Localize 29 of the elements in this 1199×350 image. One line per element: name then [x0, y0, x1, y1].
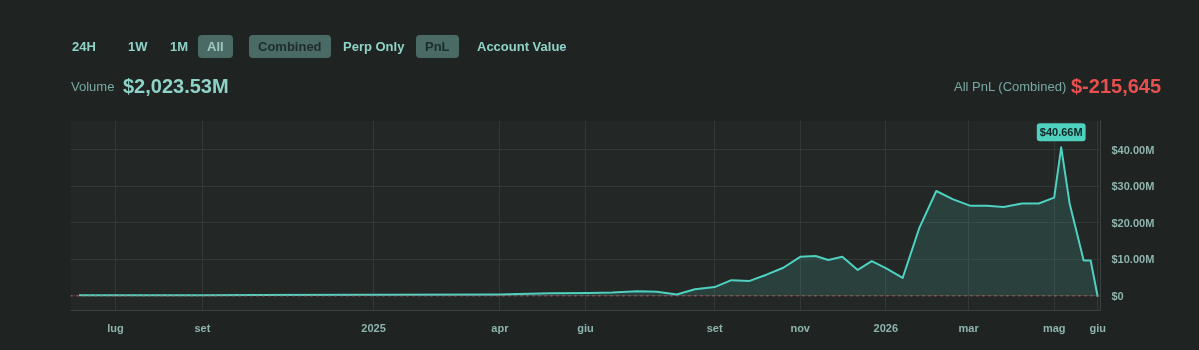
x-tick-label: 2025	[361, 321, 386, 334]
x-tick-label: mar	[958, 321, 980, 334]
text: Account Value	[477, 39, 567, 54]
x-tick-label: giu	[577, 321, 594, 334]
x-tick-label: apr	[491, 321, 510, 334]
x-tick-label: lug	[107, 321, 124, 334]
text: 1M	[170, 39, 189, 54]
y-tick-label: $20.00M	[1111, 216, 1155, 229]
x-tick-label: giu	[1089, 321, 1106, 334]
x-tick-label: set	[706, 321, 723, 334]
text: 24H	[72, 39, 96, 54]
x-tick-label: set	[194, 321, 211, 334]
text: All	[198, 35, 233, 58]
y-tick-label: $30.00M	[1111, 180, 1155, 193]
text: $-215,645	[1071, 75, 1162, 97]
y-tick-label: $40.00M	[1111, 143, 1155, 156]
x-tick-label: 2026	[873, 321, 899, 334]
text: All PnL (Combined)	[954, 79, 1067, 94]
text: Volume	[71, 79, 115, 94]
y-tick-label: $0	[1111, 289, 1124, 302]
x-tick-label: mag	[1042, 321, 1066, 334]
text: $2,023.53M	[123, 75, 229, 97]
text: Perp Only	[343, 39, 405, 54]
annotation: $40.66M	[1039, 126, 1083, 139]
text: Combined	[249, 35, 331, 58]
x-tick-label: nov	[790, 321, 811, 334]
text: PnL	[416, 35, 459, 58]
text: 1W	[128, 39, 148, 54]
y-tick-label: $10.00M	[1111, 253, 1155, 266]
